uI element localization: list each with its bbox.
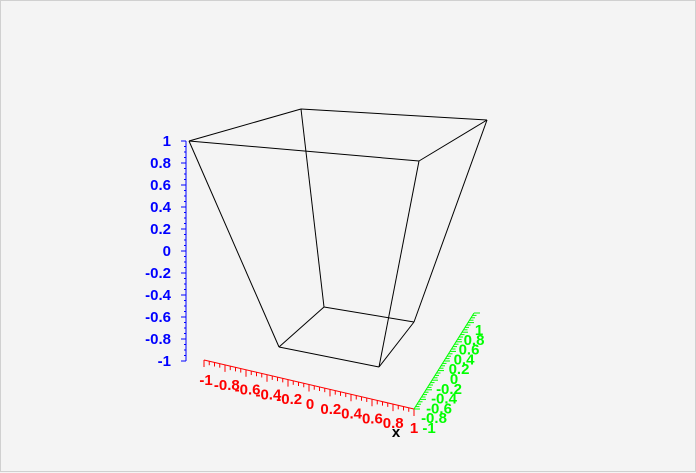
surface-edge-bottom — [278, 306, 325, 348]
z-tick-label: -0.2 — [145, 265, 171, 282]
x-tick-label: -0.2 — [276, 391, 302, 408]
y-tick-label: -0.6 — [426, 400, 452, 417]
x-tick-label: 0 — [306, 396, 314, 413]
z-tick-label: -0.6 — [145, 309, 171, 326]
y-tick-label: 0.6 — [459, 342, 480, 359]
surface-edge-side — [188, 140, 280, 348]
x-tick-label: -0.4 — [255, 386, 282, 403]
surface-edge-bottom — [278, 346, 380, 368]
z-tick-label: 0.8 — [150, 155, 171, 172]
x-tick-label: -1 — [199, 372, 212, 389]
z-tick-label: 0 — [163, 243, 171, 260]
y-tick-label: -0.8 — [421, 410, 447, 427]
surface-edge-bottom — [378, 321, 415, 368]
z-tick-label: 1 — [163, 133, 171, 150]
x-tick-label: 0.6 — [362, 410, 383, 427]
z-tick-label: 0.2 — [150, 221, 171, 238]
x-tick-label: 0.8 — [383, 415, 404, 432]
surface-edge-top — [188, 108, 302, 142]
y-tick-label: -0.4 — [431, 391, 458, 408]
z-tick-label: 0.4 — [150, 199, 172, 216]
y-tick-label: 0.4 — [454, 351, 476, 368]
x-tick-label: 0.4 — [341, 406, 363, 423]
z-tick-label: -0.4 — [145, 287, 172, 304]
y-tick-label: 0 — [450, 371, 458, 388]
z-tick-label: -0.8 — [145, 331, 171, 348]
surface-edge-side — [413, 119, 488, 323]
surface-edge-top — [188, 140, 420, 162]
surface-edge-bottom — [323, 306, 415, 323]
surface-edge-top — [300, 108, 488, 121]
x-tick-label: -0.8 — [214, 377, 240, 394]
surface-edge-side — [300, 108, 325, 308]
y-tick-label: 0.2 — [449, 361, 470, 378]
x-tick-label: -0.6 — [235, 382, 261, 399]
y-tick-label: 1 — [475, 322, 483, 339]
surface-edge-top — [418, 119, 488, 162]
y-tick-label: -1 — [422, 420, 435, 437]
x-axis-label: x — [392, 424, 401, 441]
x-tick-label: 0.2 — [320, 401, 341, 418]
surface-edge-side — [378, 160, 420, 368]
y-tick-label: 0.8 — [464, 332, 485, 349]
x-tick-label: 1 — [410, 420, 418, 437]
y-tick-label: -0.2 — [436, 381, 462, 398]
z-tick-label: 0.6 — [150, 177, 171, 194]
z-tick-label: -1 — [158, 353, 171, 370]
